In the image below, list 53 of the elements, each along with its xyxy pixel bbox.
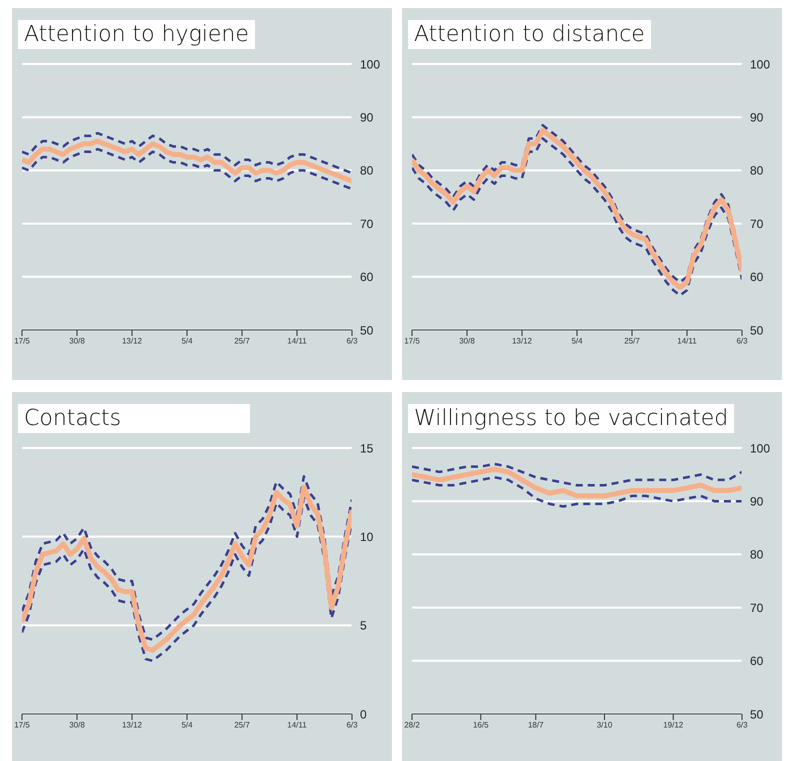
y-tick-label: 15 <box>360 441 374 456</box>
chart-title: Attention to hygiene <box>18 20 255 49</box>
chart-title: Contacts <box>18 404 250 433</box>
x-tick-label: 17/5 <box>404 336 420 346</box>
y-tick-label: 70 <box>750 600 764 615</box>
x-tick-label: 30/8 <box>69 336 86 346</box>
x-tick-label: 5/4 <box>181 336 194 346</box>
x-tick-label: 13/12 <box>122 336 143 346</box>
y-tick-label: 90 <box>750 494 764 508</box>
y-tick-label: 50 <box>750 323 764 338</box>
x-tick-label: 3/10 <box>596 720 613 730</box>
x-tick-label: 13/12 <box>512 336 533 346</box>
x-tick-label: 17/5 <box>14 720 30 730</box>
y-tick-label: 50 <box>360 323 374 338</box>
y-tick-label: 90 <box>360 110 374 124</box>
chart-title: Willingness to be vaccinated <box>408 404 734 433</box>
x-tick-label: 17/5 <box>14 336 30 346</box>
x-tick-label: 6/3 <box>736 336 748 346</box>
chart-title: Attention to distance <box>408 20 651 49</box>
x-tick-label: 18/7 <box>528 720 544 730</box>
y-tick-label: 5 <box>360 618 367 633</box>
y-tick-label: 70 <box>360 216 374 231</box>
y-tick-label: 60 <box>360 270 374 284</box>
x-tick-label: 5/4 <box>571 336 584 346</box>
x-tick-label: 14/11 <box>287 336 308 346</box>
x-tick-label: 25/7 <box>234 720 250 730</box>
x-tick-label: 30/8 <box>459 336 476 346</box>
x-tick-label: 6/3 <box>346 336 358 346</box>
x-tick-label: 28/2 <box>404 720 420 730</box>
y-tick-label: 90 <box>750 110 764 124</box>
x-tick-label: 25/7 <box>234 336 250 346</box>
x-tick-label: 6/3 <box>736 720 748 730</box>
x-tick-label: 6/3 <box>346 720 358 730</box>
y-tick-label: 100 <box>750 57 770 72</box>
y-tick-label: 80 <box>750 548 764 562</box>
x-tick-label: 14/11 <box>287 720 308 730</box>
x-tick-label: 13/12 <box>122 720 143 730</box>
y-tick-label: 100 <box>750 441 770 456</box>
x-tick-label: 25/7 <box>624 336 640 346</box>
x-tick-label: 19/12 <box>663 720 684 730</box>
x-tick-label: 30/8 <box>69 720 86 730</box>
y-tick-label: 80 <box>750 164 764 178</box>
y-tick-label: 60 <box>750 270 764 284</box>
y-tick-label: 50 <box>750 707 764 722</box>
y-tick-label: 0 <box>360 707 367 722</box>
y-tick-label: 80 <box>360 164 374 178</box>
y-tick-label: 70 <box>750 216 764 231</box>
x-tick-label: 14/11 <box>677 336 698 346</box>
y-tick-label: 10 <box>360 530 374 544</box>
y-tick-label: 60 <box>750 654 764 668</box>
x-tick-label: 5/4 <box>181 720 194 730</box>
y-tick-label: 100 <box>360 57 380 72</box>
x-tick-label: 16/5 <box>472 720 490 730</box>
